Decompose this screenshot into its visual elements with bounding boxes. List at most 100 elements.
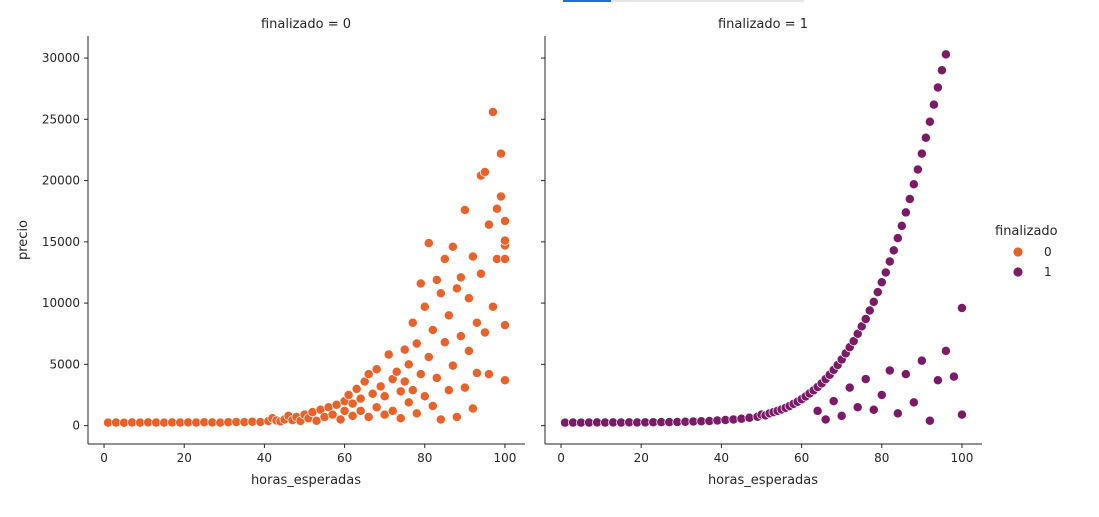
panel-right-y-ticks	[541, 57, 545, 427]
scatter-point	[459, 205, 470, 215]
scatter-point	[343, 390, 354, 400]
scatter-point	[812, 405, 823, 416]
scatter-point	[916, 355, 927, 366]
y-tick-label: 15000	[42, 235, 80, 249]
scatter-point	[892, 408, 903, 419]
x-tick-label: 0	[557, 451, 565, 465]
top-progress-bar	[563, 0, 804, 2]
legend-label-1: 1	[1044, 265, 1052, 279]
scatter-point	[872, 287, 883, 298]
scatter-point	[876, 390, 887, 400]
x-tick-label: 40	[714, 451, 729, 465]
scatter-point	[495, 148, 506, 159]
scatter-point	[363, 369, 374, 380]
scatter-point	[403, 359, 414, 370]
scatter-point	[379, 409, 390, 420]
panel-left-ylabel: precio	[16, 220, 31, 260]
scatter-point	[900, 207, 911, 218]
scatter-point	[399, 344, 410, 355]
scatter-point	[908, 397, 919, 408]
scatter-point	[868, 296, 879, 307]
scatter-point	[427, 325, 438, 336]
scatter-point	[435, 414, 446, 425]
scatter-point	[351, 383, 362, 394]
scatter-point	[415, 369, 426, 380]
scatter-point	[868, 404, 879, 415]
scatter-point	[491, 203, 502, 214]
scatter-point	[880, 267, 891, 278]
scatter-point	[455, 272, 466, 283]
scatter-point	[327, 409, 338, 420]
panel-right: finalizado = 1 0 20 40 60 80 100 horas_espera…	[541, 17, 982, 488]
panel-right-x-ticks: 0 20 40 60 80 100	[557, 444, 973, 465]
scatter-point	[371, 364, 382, 375]
scatter-point	[471, 317, 482, 328]
scatter-point	[411, 408, 422, 419]
scatter-point	[479, 167, 490, 177]
y-tick-label: 20000	[42, 174, 80, 188]
scatter-point	[339, 405, 350, 416]
scatter-point	[431, 274, 442, 285]
scatter-point	[443, 385, 454, 396]
scatter-point	[379, 391, 390, 402]
scatter-point	[864, 305, 875, 316]
scatter-point	[439, 337, 450, 348]
scatter-point	[948, 371, 959, 382]
scatter-point	[844, 382, 855, 393]
scatter-point	[920, 132, 931, 143]
scatter-point	[435, 288, 446, 299]
scatter-point	[471, 367, 482, 378]
scatter-point	[884, 256, 895, 267]
scatter-point	[483, 219, 494, 230]
scatter-point	[860, 374, 871, 385]
scatter-point	[395, 386, 406, 397]
x-tick-label: 20	[634, 451, 649, 465]
y-tick-label: 0	[72, 419, 80, 433]
scatter-point	[363, 412, 374, 422]
scatter-point	[391, 366, 402, 377]
scatter-point	[479, 327, 490, 338]
scatter-point	[383, 349, 394, 360]
x-tick-label: 60	[337, 451, 352, 465]
scatter-point	[411, 338, 422, 349]
scatter-point	[451, 412, 462, 422]
scatter-point	[367, 388, 378, 399]
x-tick-label: 100	[494, 451, 517, 465]
scatter-point	[463, 345, 474, 356]
scatter-point	[447, 241, 458, 252]
scatter-point	[427, 401, 438, 411]
top-progress-fill	[563, 0, 612, 2]
scatter-point	[399, 376, 410, 387]
scatter-point	[500, 216, 510, 226]
scatter-point	[467, 251, 478, 262]
scatter-point	[900, 369, 911, 380]
scatter-point	[940, 49, 951, 60]
scatter-point	[892, 233, 903, 244]
y-tick-label: 30000	[42, 51, 80, 65]
scatter-point	[500, 375, 510, 386]
scatter-point	[459, 382, 470, 393]
scatter-point	[836, 410, 847, 421]
scatter-point	[932, 375, 943, 386]
x-tick-label: 60	[794, 451, 809, 465]
scatter-point	[495, 191, 506, 202]
scatter-point	[500, 320, 510, 331]
scatter-point	[347, 398, 358, 409]
scatter-point	[876, 277, 887, 288]
scatter-point	[335, 414, 346, 425]
scatter-point	[419, 391, 430, 402]
panel-right-points	[560, 49, 967, 428]
scatter-point	[924, 415, 935, 426]
scatter-point	[487, 107, 498, 117]
scatter-point	[924, 116, 935, 127]
scatter-point	[932, 82, 943, 93]
scatter-point	[311, 415, 322, 426]
scatter-point	[940, 345, 951, 356]
scatter-point	[443, 310, 454, 321]
scatter-point	[423, 238, 434, 249]
scatter-point	[908, 179, 919, 190]
scatter-point	[916, 148, 927, 159]
panel-left-x-ticks: 0 20 40 60 80 100	[100, 444, 516, 465]
scatter-point	[936, 65, 947, 76]
scatter-point	[957, 409, 967, 420]
